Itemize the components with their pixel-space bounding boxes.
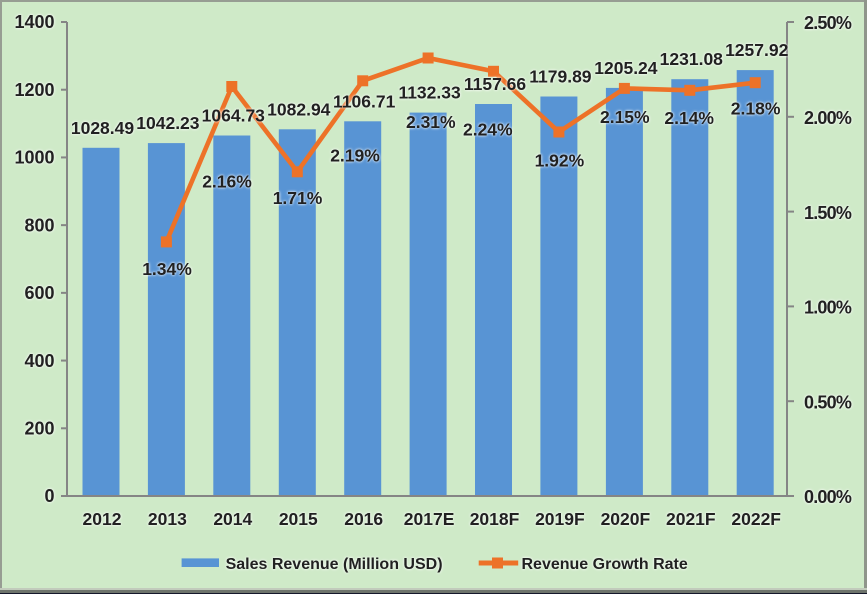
svg-text:1231.08: 1231.08 bbox=[660, 49, 724, 69]
svg-text:1082.94: 1082.94 bbox=[267, 99, 331, 119]
svg-text:2017E: 2017E bbox=[404, 509, 455, 529]
svg-text:2013: 2013 bbox=[148, 509, 187, 529]
svg-text:2.00%: 2.00% bbox=[804, 108, 852, 128]
svg-text:1064.73: 1064.73 bbox=[202, 106, 266, 126]
svg-text:1257.92: 1257.92 bbox=[725, 40, 789, 60]
svg-text:Sales Revenue (Million USD): Sales Revenue (Million USD) bbox=[226, 556, 443, 573]
svg-text:1.71%: 1.71% bbox=[273, 188, 323, 208]
svg-text:Revenue Growth Rate: Revenue Growth Rate bbox=[522, 556, 688, 573]
svg-text:2022F: 2022F bbox=[731, 509, 781, 529]
svg-text:800: 800 bbox=[24, 215, 54, 235]
svg-text:1028.49: 1028.49 bbox=[71, 118, 135, 138]
svg-text:2019F: 2019F bbox=[535, 509, 585, 529]
svg-text:2018F: 2018F bbox=[470, 509, 520, 529]
svg-text:1.34%: 1.34% bbox=[142, 259, 192, 279]
svg-text:0: 0 bbox=[44, 486, 54, 506]
svg-text:1.92%: 1.92% bbox=[535, 150, 585, 170]
svg-text:0.00%: 0.00% bbox=[804, 487, 852, 507]
svg-text:2.15%: 2.15% bbox=[600, 107, 650, 127]
svg-text:2016: 2016 bbox=[344, 509, 383, 529]
svg-text:2.16%: 2.16% bbox=[202, 172, 252, 192]
svg-text:2.24%: 2.24% bbox=[463, 119, 513, 139]
svg-text:1179.89: 1179.89 bbox=[529, 67, 592, 87]
svg-text:1157.66: 1157.66 bbox=[464, 74, 527, 94]
svg-text:2020F: 2020F bbox=[601, 509, 651, 529]
svg-text:2.31%: 2.31% bbox=[406, 112, 456, 132]
svg-text:2015: 2015 bbox=[279, 509, 318, 529]
svg-text:1400: 1400 bbox=[14, 12, 54, 32]
svg-text:1.00%: 1.00% bbox=[804, 298, 852, 318]
svg-text:0.50%: 0.50% bbox=[804, 392, 852, 412]
svg-text:2021F: 2021F bbox=[666, 509, 716, 529]
svg-text:2.19%: 2.19% bbox=[330, 146, 380, 166]
svg-text:1132.33: 1132.33 bbox=[398, 83, 461, 103]
svg-text:1106.71: 1106.71 bbox=[333, 91, 396, 111]
svg-text:600: 600 bbox=[24, 283, 54, 303]
svg-text:1.50%: 1.50% bbox=[804, 203, 852, 223]
svg-text:2.50%: 2.50% bbox=[804, 13, 852, 33]
svg-text:1042.23: 1042.23 bbox=[136, 113, 200, 133]
svg-text:1205.24: 1205.24 bbox=[594, 58, 658, 78]
svg-text:2.18%: 2.18% bbox=[731, 99, 781, 119]
svg-text:400: 400 bbox=[24, 351, 54, 371]
svg-text:200: 200 bbox=[24, 419, 54, 439]
svg-text:2.14%: 2.14% bbox=[664, 108, 714, 128]
svg-text:1000: 1000 bbox=[14, 148, 54, 168]
svg-text:1200: 1200 bbox=[14, 80, 54, 100]
svg-text:2014: 2014 bbox=[213, 509, 252, 529]
svg-text:2012: 2012 bbox=[83, 509, 122, 529]
